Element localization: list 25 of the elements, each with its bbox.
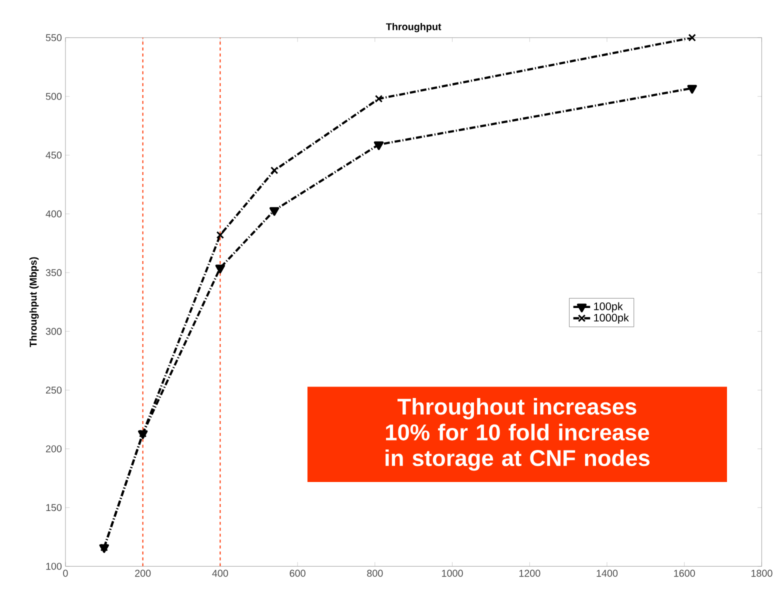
x-tick-label: 800 — [367, 570, 383, 577]
x-tick-label: 0 — [63, 570, 68, 577]
y-axis-title: Throughput (Mbps) — [29, 257, 39, 348]
x-tick-label: 1200 — [519, 570, 540, 577]
y-tick-label: 450 — [46, 152, 62, 159]
x-tick-label: 1000 — [442, 570, 463, 577]
x-tick-label: 1600 — [674, 570, 695, 577]
y-tick-label: 200 — [46, 445, 62, 452]
x-tick-label: 600 — [290, 570, 306, 577]
y-tick-label: 300 — [46, 328, 62, 335]
y-tick-label: 350 — [46, 269, 62, 276]
legend-label: 1000pk — [594, 314, 629, 324]
legend-label: 100pk — [594, 302, 623, 312]
y-tick-label: 250 — [46, 386, 62, 394]
chart-title: Throughput — [386, 22, 442, 32]
y-tick-label: 100 — [46, 562, 62, 570]
y-tick-label: 150 — [46, 504, 62, 512]
y-tick-label: 400 — [46, 210, 62, 218]
x-tick-label: 1400 — [596, 570, 618, 577]
x-tick-label: 1800 — [751, 570, 772, 577]
y-tick-label: 500 — [46, 92, 62, 100]
x-tick-label: 200 — [135, 570, 151, 577]
annotation: Throughout increases 10% for 10 fold increase in storage at CNF nodes — [386, 398, 650, 471]
y-tick-label: 550 — [46, 34, 62, 42]
x-tick-label: 400 — [212, 570, 228, 577]
